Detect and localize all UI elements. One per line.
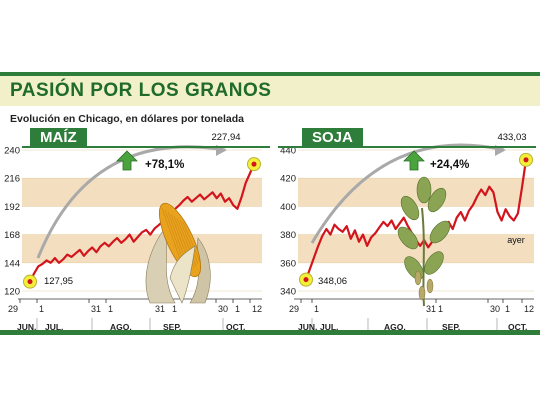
- xtick-label-soja-1: 1: [314, 304, 319, 314]
- tab-line-soja: [278, 146, 536, 148]
- month-label-soja-0: JUN.: [298, 322, 317, 332]
- change-label-maiz: +78,1%: [145, 159, 184, 171]
- title-bar: PASIÓN POR LOS GRANOS: [0, 72, 540, 106]
- month-label-maiz-1: JUL.: [45, 322, 63, 332]
- xtick-label-maiz-4: 31: [155, 304, 165, 314]
- start-point-dot-maiz: [27, 279, 33, 285]
- month-label-maiz-0: JUN.: [17, 322, 36, 332]
- xtick-label-soja-3: 1: [438, 304, 443, 314]
- month-label-soja-4: OCT.: [508, 322, 527, 332]
- end-label-maiz: 227,94: [211, 132, 240, 143]
- ytick-label-maiz-3: 192: [4, 202, 20, 213]
- ytick-label-soja-5: 440: [280, 146, 296, 157]
- end-point-dot-maiz: [251, 161, 257, 167]
- annotation-soja: ayer: [507, 235, 525, 245]
- xtick-label-maiz-5: 1: [172, 304, 177, 314]
- band-maiz-3: [22, 178, 262, 207]
- start-label-soja: 348,06: [318, 276, 347, 287]
- month-label-soja-3: SEP.: [442, 322, 460, 332]
- band-maiz-1: [22, 234, 262, 263]
- up-arrow-icon-soja: [403, 150, 425, 171]
- month-label-maiz-2: AGO.: [110, 322, 132, 332]
- ytick-label-soja-1: 360: [280, 258, 296, 269]
- tab-line-maiz: [22, 146, 270, 148]
- ytick-label-maiz-5: 240: [4, 146, 20, 157]
- band-soja-3: [298, 178, 534, 207]
- xtick-label-soja-5: 1: [505, 304, 510, 314]
- xtick-label-maiz-7: 1: [235, 304, 240, 314]
- month-label-soja-1: JUL.: [320, 322, 338, 332]
- xtick-label-maiz-2: 31: [91, 304, 101, 314]
- ytick-label-maiz-4: 216: [4, 174, 20, 185]
- change-label-soja: +24,4%: [430, 159, 469, 171]
- series-line-maiz: [29, 163, 256, 283]
- page-title: PASIÓN POR LOS GRANOS: [10, 80, 272, 101]
- ytick-label-soja-3: 400: [280, 202, 296, 213]
- ytick-label-soja-2: 380: [280, 230, 296, 241]
- ytick-label-maiz-2: 168: [4, 230, 20, 241]
- xtick-label-soja-2: 31: [426, 304, 436, 314]
- xtick-label-maiz-6: 30: [218, 304, 228, 314]
- page-subtitle: Evolución en Chicago, en dólares por ton…: [10, 113, 244, 125]
- xtick-label-maiz-1: 1: [39, 304, 44, 314]
- month-label-soja-2: AGO.: [384, 322, 406, 332]
- start-label-maiz: 127,95: [44, 276, 73, 287]
- chart-panel-soja: SOJA 340 360 380 400 420 440 29 1 31 1 30 1 12 JUN. JU…: [272, 128, 540, 334]
- end-label-soja: 433,03: [497, 132, 526, 143]
- ytick-label-soja-0: 340: [280, 287, 296, 298]
- ytick-label-maiz-0: 120: [4, 287, 20, 298]
- end-point-dot-soja: [523, 157, 529, 163]
- soybean-plant-illustration: [397, 176, 451, 307]
- chart-maiz: 120 144 168 192 216 240 29 1 31 1 31 1 30 1 12 JUN. JUL.…: [4, 132, 262, 334]
- up-arrow-icon-maiz: [116, 150, 138, 171]
- xtick-label-maiz-0: 29: [8, 304, 18, 314]
- month-label-maiz-4: OCT.: [226, 322, 245, 332]
- ytick-label-maiz-1: 144: [4, 258, 20, 269]
- chart-title-maiz: MAÍZ: [30, 128, 87, 148]
- xtick-label-maiz-8: 12: [252, 304, 262, 314]
- month-label-maiz-3: SEP.: [163, 322, 181, 332]
- xtick-label-soja-4: 30: [490, 304, 500, 314]
- trend-arrow-soja: [310, 143, 505, 244]
- corn-cob-illustration: [145, 202, 211, 304]
- start-point-dot-soja: [303, 277, 309, 283]
- bottom-bar: [0, 330, 540, 335]
- xtick-label-soja-6: 12: [524, 304, 534, 314]
- chart-panel-maiz: MAÍZ 120 144 168 192 216 240 29 1 31 1 31 1 30 1 12 JUN…: [0, 128, 272, 334]
- xtick-label-maiz-3: 1: [108, 304, 113, 314]
- xtick-label-soja-0: 29: [289, 304, 299, 314]
- chart-title-soja: SOJA: [302, 128, 363, 148]
- ytick-label-soja-4: 420: [280, 174, 296, 185]
